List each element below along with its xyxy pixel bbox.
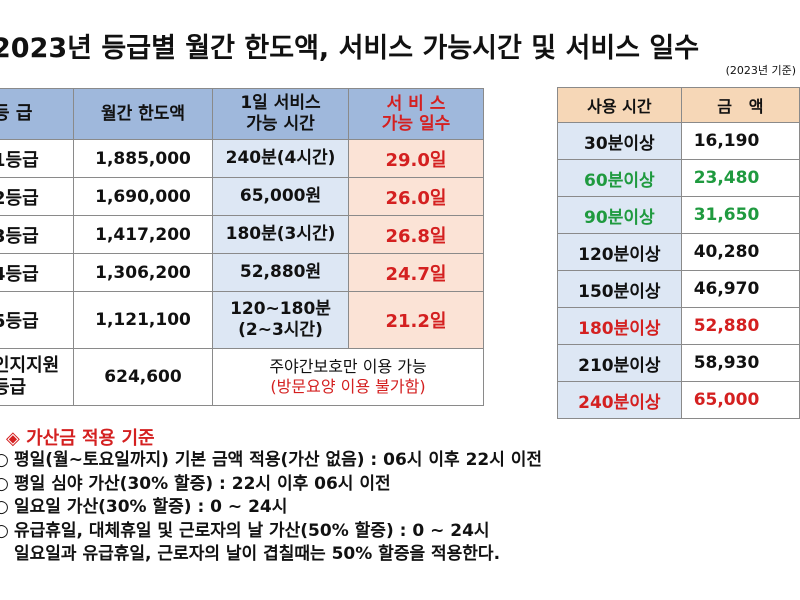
time-cell: 150분이상 <box>557 270 682 308</box>
table-row: 3등급 1,417,200 180분(3시간) 26.8일 <box>0 215 484 254</box>
table-row: 90분이상 31,650 <box>557 196 800 234</box>
header-daily-hours: 1일 서비스 가능 시간 <box>212 88 349 140</box>
grade-cell: 4등급 <box>0 253 74 292</box>
rule-footnote: 일요일과 유급휴일, 근로자의 날이 겹칠때는 50% 할증을 적용한다. <box>14 544 501 564</box>
time-cell: 180분이상 <box>557 307 682 345</box>
limit-cell: 1,306,200 <box>73 253 213 292</box>
table-row: 180분이상 52,880 <box>557 307 800 345</box>
bullet-icon: ○ <box>0 450 9 470</box>
time-cell: 120분이상 <box>557 233 682 271</box>
table-row: 인지지원 등급 624,600 주야간보호만 이용 가능 (방문요양 이용 불가… <box>0 348 484 406</box>
time-cell: 210분이상 <box>557 344 682 382</box>
time-cell: 60분이상 <box>557 159 682 197</box>
amount-cell: 58,930 <box>680 344 800 382</box>
bullet-icon: ○ <box>0 497 9 517</box>
header-service-days: 서 비 스 가능 일수 <box>348 88 484 140</box>
usage-note-line2: (방문요양 이용 불가함) <box>270 377 426 396</box>
rule-text: 평일 심야 가산(30% 할증) : 22시 이후 06시 이전 <box>14 473 391 494</box>
grade-cell: 인지지원 등급 <box>0 348 74 406</box>
days-cell: 26.0일 <box>348 177 484 216</box>
table-row: 1등급 1,885,000 240분(4시간) 29.0일 <box>0 139 484 178</box>
table-row: 4등급 1,306,200 52,880원 24.7일 <box>0 253 484 292</box>
limit-cell: 1,690,000 <box>73 177 213 216</box>
days-cell: 21.2일 <box>348 291 484 349</box>
hours-cell: 180분(3시간) <box>212 215 349 254</box>
header-grade: 등 급 <box>0 88 74 140</box>
table-row: 2등급 1,690,000 65,000원 26.0일 <box>0 177 484 216</box>
bullet-icon: ○ <box>0 473 9 494</box>
hours-cell: 240분(4시간) <box>212 139 349 178</box>
amount-cell: 40,280 <box>680 233 800 271</box>
bullet-icon: ○ <box>0 520 9 541</box>
table-row: 60분이상 23,480 <box>557 159 800 197</box>
time-cell: 30분이상 <box>557 122 682 160</box>
list-item: ○ 평일 심야 가산(30% 할증) : 22시 이후 06시 이전 <box>0 473 542 497</box>
grade-cell: 5등급 <box>0 291 74 349</box>
days-cell: 29.0일 <box>348 139 484 178</box>
time-cell: 240분이상 <box>557 381 682 419</box>
surcharge-rules-list: ○ 평일(월~토요일까지) 기본 금액 적용(가산 없음) : 06시 이후 22… <box>0 449 542 567</box>
table-row: 120분이상 40,280 <box>557 233 800 271</box>
amount-cell: 31,650 <box>680 196 800 234</box>
hours-cell: 65,000원 <box>212 177 349 216</box>
header-amount: 금 액 <box>680 87 800 123</box>
table-row: 150분이상 46,970 <box>557 270 800 308</box>
amount-cell: 52,880 <box>680 307 800 345</box>
hours-cell: 120~180분 (2~3시간) <box>212 291 349 349</box>
amount-cell: 16,190 <box>680 122 800 160</box>
header-monthly-limit: 월간 한도액 <box>73 88 213 140</box>
basis-year-note: (2023년 기준) <box>725 64 796 77</box>
amount-cell: 23,480 <box>680 159 800 197</box>
page-title: 2023년 등급별 월간 한도액, 서비스 가능시간 및 서비스 일수 <box>0 33 700 64</box>
table-row: 5등급 1,121,100 120~180분 (2~3시간) 21.2일 <box>0 291 484 349</box>
table-row: 240분이상 65,000 <box>557 381 800 419</box>
usage-note-line1: 주야간보호만 이용 가능 <box>269 357 427 376</box>
grade-cell: 3등급 <box>0 215 74 254</box>
header-usage-time: 사용 시간 <box>557 87 682 123</box>
limit-cell: 1,885,000 <box>73 139 213 178</box>
grade-cell: 2등급 <box>0 177 74 216</box>
limit-cell: 1,417,200 <box>73 215 213 254</box>
grade-cell: 1등급 <box>0 139 74 178</box>
rate-table-header: 사용 시간 금 액 <box>557 87 800 123</box>
amount-cell: 65,000 <box>680 381 800 419</box>
hours-cell: 52,880원 <box>212 253 349 292</box>
limit-cell: 1,121,100 <box>73 291 213 349</box>
time-cell: 90분이상 <box>557 196 682 234</box>
surcharge-section-title: ◈ 가산금 적용 기준 <box>6 428 155 449</box>
limit-cell: 624,600 <box>73 348 213 406</box>
table-row: 30분이상 16,190 <box>557 122 800 160</box>
usage-rate-table: 사용 시간 금 액 30분이상 16,190 60분이상 23,480 90분이상 3… <box>557 87 800 419</box>
rule-text: 평일(월~토요일까지) 기본 금액 적용(가산 없음) : 06시 이후 22시… <box>14 450 543 470</box>
list-item: ○ 평일(월~토요일까지) 기본 금액 적용(가산 없음) : 06시 이후 22… <box>0 449 542 473</box>
rule-text: 일요일 가산(30% 할증) : 0 ~ 24시 <box>14 497 288 517</box>
days-cell: 24.7일 <box>348 253 484 292</box>
list-item: ○ 일요일 가산(30% 할증) : 0 ~ 24시 <box>0 496 542 520</box>
table-row: 210분이상 58,930 <box>557 344 800 382</box>
grade-table-header: 등 급 월간 한도액 1일 서비스 가능 시간 서 비 스 가능 일수 <box>0 88 484 140</box>
days-cell: 26.8일 <box>348 215 484 254</box>
rule-text: 유급휴일, 대체휴일 및 근로자의 날 가산(50% 할증) : 0 ~ 24시 <box>14 520 490 541</box>
usage-note-cell: 주야간보호만 이용 가능 (방문요양 이용 불가함) <box>212 348 484 406</box>
amount-cell: 46,970 <box>680 270 800 308</box>
grade-limit-table: 등 급 월간 한도액 1일 서비스 가능 시간 서 비 스 가능 일수 1등급 … <box>0 88 484 406</box>
list-item: ○ 유급휴일, 대체휴일 및 근로자의 날 가산(50% 할증) : 0 ~ 24… <box>0 520 542 544</box>
